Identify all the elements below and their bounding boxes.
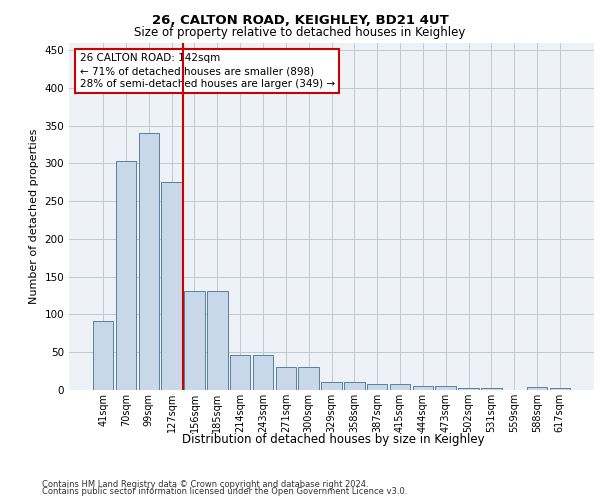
Bar (230, 355, 250, 390)
Bar (321, 382, 342, 390)
Text: Contains public sector information licensed under the Open Government Licence v3: Contains public sector information licen… (42, 487, 407, 496)
Bar (527, 387, 547, 390)
Text: Size of property relative to detached houses in Keighley: Size of property relative to detached ho… (134, 26, 466, 39)
Bar (550, 388, 570, 390)
Text: Contains HM Land Registry data © Crown copyright and database right 2024.: Contains HM Land Registry data © Crown c… (42, 480, 368, 489)
Bar (139, 133, 159, 390)
Bar (184, 291, 205, 390)
Bar (481, 388, 502, 390)
Bar (436, 386, 456, 390)
Bar (413, 386, 433, 390)
Y-axis label: Number of detached properties: Number of detached properties (29, 128, 39, 304)
Bar (161, 182, 182, 390)
Text: 26, CALTON ROAD, KEIGHLEY, BD21 4UT: 26, CALTON ROAD, KEIGHLEY, BD21 4UT (152, 14, 448, 27)
Bar (390, 384, 410, 390)
Bar (116, 161, 136, 390)
Bar (93, 322, 113, 390)
Text: Distribution of detached houses by size in Keighley: Distribution of detached houses by size … (182, 432, 484, 446)
Bar (253, 355, 273, 390)
Bar (298, 368, 319, 390)
Text: 26 CALTON ROAD: 142sqm
← 71% of detached houses are smaller (898)
28% of semi-de: 26 CALTON ROAD: 142sqm ← 71% of detached… (79, 53, 335, 90)
Bar (458, 388, 479, 390)
Bar (275, 368, 296, 390)
Bar (207, 291, 227, 390)
Bar (367, 384, 388, 390)
Bar (344, 382, 365, 390)
